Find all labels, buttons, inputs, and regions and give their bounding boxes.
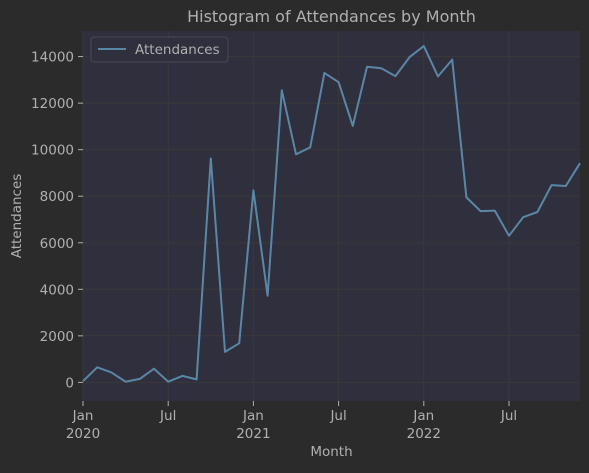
plot-area [83,31,580,401]
y-tick-label: 6000 [40,236,74,252]
x-tick-label: Jan [412,408,434,424]
legend: Attendances [91,37,228,62]
y-tick-label: 12000 [31,96,74,112]
x-axis-ticks: Jan 2020 Jul Jan 2021 Jul Jan 2022 Jul [66,401,517,442]
x-tick-sublabel: 2022 [407,426,441,442]
y-tick-label: 8000 [40,189,74,205]
x-tick-label: Jan [72,408,94,424]
x-tick-label: Jul [329,408,346,424]
legend-label: Attendances [135,42,220,58]
x-axis-label: Month [310,444,352,460]
y-axis-label: Attendances [9,174,25,259]
x-tick-label: Jul [500,408,517,424]
x-tick-label: Jul [159,408,176,424]
y-tick-label: 14000 [31,50,74,66]
x-tick-sublabel: 2020 [66,426,100,442]
y-tick-label: 4000 [40,282,74,298]
x-tick-label: Jan [242,408,264,424]
y-tick-label: 10000 [31,143,74,159]
x-tick-sublabel: 2021 [236,426,270,442]
chart-title: Histogram of Attendances by Month [187,7,476,26]
y-tick-label: 2000 [40,329,74,345]
y-tick-label: 0 [65,375,74,391]
y-axis-ticks: 0 2000 4000 6000 8000 10000 12000 14000 [31,50,83,392]
